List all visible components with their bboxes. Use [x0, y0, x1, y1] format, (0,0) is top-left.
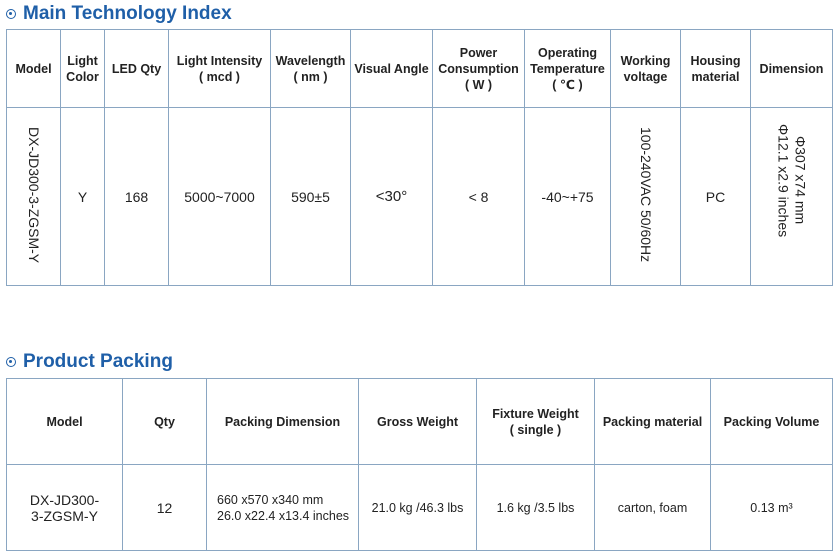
- cell-model: DX-JD300-3-ZGSM-Y: [6, 107, 61, 286]
- tech-header-row: Model Light Color LED Qty Light Intensity…: [6, 29, 833, 108]
- header-packing-material: Packing material: [594, 378, 711, 465]
- cell-fixture-weight: 1.6 kg /3.5 lbs: [476, 464, 595, 551]
- cell-voltage: 100-240VAC 50/60Hz: [610, 107, 681, 286]
- header-visual-angle: Visual Angle: [350, 29, 433, 108]
- tech-table: Model Light Color LED Qty Light Intensity…: [6, 29, 833, 286]
- cell-dimension: Φ307 x74 mm Φ12.1 x2.9 inches: [750, 107, 833, 286]
- cell-temperature: -40~+75: [524, 107, 611, 286]
- bullet-icon: [6, 357, 16, 367]
- header-light-intensity: Light Intensity( mcd ): [168, 29, 271, 108]
- bullet-icon: [6, 9, 16, 19]
- header-dimension: Dimension: [750, 29, 833, 108]
- packing-section-title: Product Packing: [6, 350, 173, 374]
- packing-table: Model Qty Packing Dimension Gross Weight…: [6, 378, 833, 551]
- header-gross-weight: Gross Weight: [358, 378, 477, 465]
- tech-section-title: Main Technology Index: [6, 2, 232, 26]
- header-temperature: Operating Temperature( ℃ ): [524, 29, 611, 108]
- cell-qty: 12: [122, 464, 207, 551]
- cell-model: DX-JD300-3-ZGSM-Y: [6, 464, 123, 551]
- tech-data-row: DX-JD300-3-ZGSM-Y Y 168 5000~7000 590±5 …: [6, 107, 833, 286]
- header-packing-volume: Packing Volume: [710, 378, 833, 465]
- tech-title: Main Technology Index: [23, 3, 232, 24]
- cell-packing-material: carton, foam: [594, 464, 711, 551]
- header-packing-dimension: Packing Dimension: [206, 378, 359, 465]
- packing-data-row: DX-JD300- 3-ZGSM-Y 12 660 x570 x340 mm 26.…: [6, 464, 833, 551]
- packing-title: Product Packing: [23, 351, 173, 372]
- header-wavelength: Wavelength( nm ): [270, 29, 351, 108]
- header-voltage: Working voltage: [610, 29, 681, 108]
- cell-packing-dimension: 660 x570 x340 mm 26.0 x22.4 x13.4 inches: [206, 464, 359, 551]
- packing-header-row: Model Qty Packing Dimension Gross Weight…: [6, 378, 833, 465]
- cell-housing: PC: [680, 107, 751, 286]
- header-power: Power Consumption( W ): [432, 29, 525, 108]
- cell-power: < 8: [432, 107, 525, 286]
- cell-visual-angle: <30°: [350, 107, 433, 286]
- cell-intensity: 5000~7000: [168, 107, 271, 286]
- cell-packing-volume: 0.13 m³: [710, 464, 833, 551]
- cell-light-color: Y: [60, 107, 105, 286]
- header-led-qty: LED Qty: [104, 29, 169, 108]
- cell-wavelength: 590±5: [270, 107, 351, 286]
- cell-led-qty: 168: [104, 107, 169, 286]
- header-housing: Housing material: [680, 29, 751, 108]
- header-qty: Qty: [122, 378, 207, 465]
- header-model: Model: [6, 378, 123, 465]
- header-light-color: Light Color: [60, 29, 105, 108]
- cell-gross-weight: 21.0 kg /46.3 lbs: [358, 464, 477, 551]
- header-fixture-weight: Fixture Weight( single ): [476, 378, 595, 465]
- header-model: Model: [6, 29, 61, 108]
